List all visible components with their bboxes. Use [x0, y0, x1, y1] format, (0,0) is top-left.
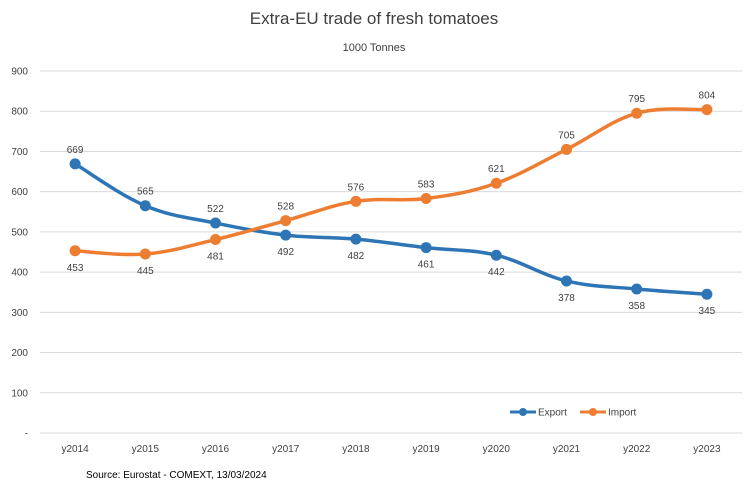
data-label-export: 442 [488, 267, 505, 278]
data-point-export [139, 200, 151, 212]
data-point-export [631, 283, 643, 295]
legend-swatch-marker [519, 408, 527, 416]
y-tick-label: 500 [11, 227, 28, 238]
chart-subtitle: 1000 Tonnes [343, 42, 406, 54]
data-label-import: 576 [348, 182, 365, 193]
x-tick-label: y2018 [342, 444, 370, 455]
data-point-import [701, 104, 713, 116]
data-point-export [420, 242, 432, 254]
x-tick-label: y2021 [553, 444, 581, 455]
data-point-import [350, 195, 362, 207]
legend-label: Export [538, 408, 567, 419]
y-tick-label: 200 [11, 348, 28, 359]
source-note: Source: Eurostat - COMEXT, 13/03/2024 [86, 470, 267, 481]
data-point-export [701, 288, 713, 300]
x-tick-label: y2016 [202, 444, 230, 455]
series-import: 453 445 481 528 576 583 621 705 795 804 [67, 91, 716, 277]
data-label-import: 583 [418, 180, 435, 191]
x-tick-label: y2014 [61, 444, 89, 455]
legend: Export Import [510, 408, 637, 419]
x-tick-label: y2023 [693, 444, 721, 455]
data-label-export: 345 [699, 306, 716, 317]
data-point-import [490, 177, 502, 189]
data-label-import: 795 [628, 94, 645, 105]
x-axis: y2014 y2015 y2016 y2017 y2018 y2019 y2020 y2021… [61, 444, 720, 455]
data-label-import: 705 [558, 130, 575, 141]
legend-swatch-marker [589, 408, 597, 416]
data-point-import [420, 193, 432, 205]
y-tick-label: - [25, 429, 28, 440]
series-export: 669 565 522 492 482 461 442 378 358 345 [67, 145, 716, 317]
data-label-export: 378 [558, 293, 575, 304]
series-line-import [73, 107, 709, 257]
data-label-import: 453 [67, 263, 84, 274]
data-point-export [561, 275, 572, 287]
data-point-export [350, 233, 362, 245]
data-label-export: 522 [207, 204, 224, 215]
data-label-import: 445 [137, 266, 154, 277]
data-point-import [139, 248, 151, 260]
data-point-import [280, 215, 292, 227]
data-label-export: 358 [628, 301, 645, 312]
y-tick-label: 400 [11, 268, 28, 279]
data-label-import: 528 [277, 202, 294, 213]
x-tick-label: y2019 [412, 444, 440, 455]
data-point-export [210, 217, 221, 229]
chart-title: Extra-EU trade of fresh tomatoes [250, 9, 499, 28]
data-point-export [280, 229, 292, 241]
series-group: 669 565 522 492 482 461 442 378 358 345 453 445 481 5… [67, 91, 716, 318]
data-label-export: 482 [348, 251, 365, 262]
legend-item-import: Import [580, 408, 637, 419]
x-tick-label: y2020 [483, 444, 511, 455]
x-tick-label: y2022 [623, 444, 651, 455]
data-point-export [69, 158, 81, 170]
data-label-export: 669 [67, 145, 84, 156]
y-tick-label: 700 [11, 147, 28, 158]
legend-item-export: Export [510, 408, 567, 419]
data-point-import [561, 143, 572, 155]
data-label-import: 804 [699, 91, 716, 102]
x-tick-label: y2017 [272, 444, 300, 455]
data-point-import [210, 234, 221, 246]
data-point-export [490, 249, 502, 261]
y-axis: - 100 200 300 400 500 600 700 800 900 [11, 67, 28, 440]
y-tick-label: 100 [11, 388, 28, 399]
data-point-import [69, 245, 81, 257]
legend-label: Import [608, 408, 637, 419]
y-tick-label: 900 [11, 67, 28, 78]
data-label-export: 565 [137, 187, 154, 198]
data-label-import: 481 [207, 252, 224, 263]
y-tick-label: 600 [11, 187, 28, 198]
x-tick-label: y2015 [132, 444, 160, 455]
gridlines [40, 70, 742, 434]
data-label-import: 621 [488, 164, 505, 175]
y-tick-label: 300 [11, 308, 28, 319]
data-label-export: 492 [277, 247, 294, 258]
series-line-export [73, 162, 709, 296]
data-label-export: 461 [418, 260, 435, 271]
y-tick-label: 800 [11, 107, 28, 118]
data-point-import [631, 107, 643, 119]
